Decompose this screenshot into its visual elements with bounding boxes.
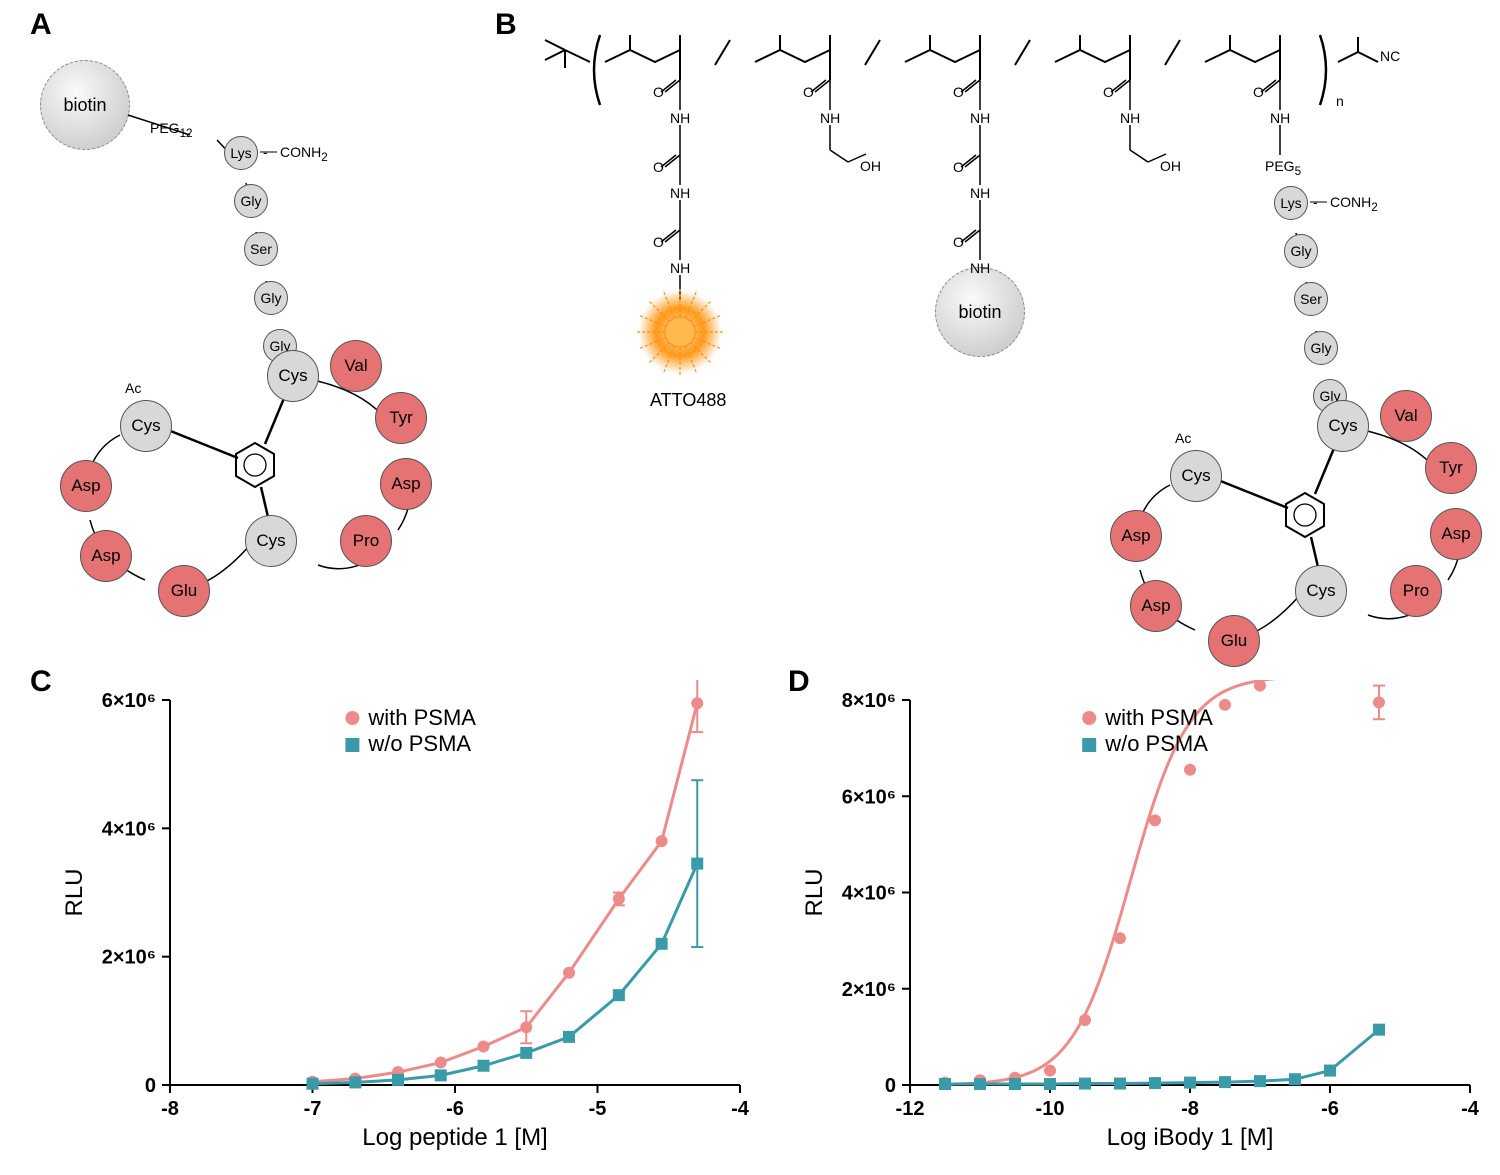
- aa-ser-b: Ser: [1294, 282, 1328, 316]
- o-1: O: [653, 84, 664, 100]
- svg-text:RLU: RLU: [61, 868, 88, 916]
- biotin-text-b: biotin: [958, 302, 1001, 323]
- chart-c: -8 -7 -6 -5 -4 0 2×10⁶ 4×10⁶ 6×10⁶ Log peptide 1 …: [60, 680, 760, 1160]
- peg5-text: PEG5: [1265, 158, 1301, 178]
- svg-text:6×10⁶: 6×10⁶: [842, 786, 896, 808]
- nh-8: NH: [1120, 110, 1140, 126]
- aa-cys2-a: Cys: [245, 515, 297, 567]
- svg-text:4×10⁶: 4×10⁶: [102, 818, 156, 840]
- aa-cys1-a: Cys: [267, 350, 319, 402]
- o-5: O: [953, 84, 964, 100]
- svg-text:-10: -10: [1036, 1098, 1065, 1120]
- ac-label-b: Ac: [1175, 430, 1191, 446]
- oh-1: OH: [860, 158, 881, 174]
- svg-text:-6: -6: [1321, 1098, 1339, 1120]
- chart-d-svg: -12 -10 -8 -6 -4 0 2×10⁶ 4×10⁶ 6×10⁶ 8×10⁶ Log iBo…: [800, 680, 1490, 1160]
- svg-text:0: 0: [145, 1075, 156, 1097]
- nh-4: NH: [820, 110, 840, 126]
- svg-text:w/o PSMA: w/o PSMA: [1104, 731, 1208, 756]
- nh-5: NH: [970, 110, 990, 126]
- o-3: O: [653, 234, 664, 250]
- o-8: O: [1103, 84, 1114, 100]
- chart-c-svg: -8 -7 -6 -5 -4 0 2×10⁶ 4×10⁶ 6×10⁶ Log peptide 1 …: [60, 680, 760, 1160]
- svg-text:-12: -12: [896, 1098, 925, 1120]
- o-6: O: [953, 159, 964, 175]
- aa-cys1-b: Cys: [1317, 400, 1369, 452]
- aa-asp2-a: Asp: [80, 530, 132, 582]
- aa-lys-b: Lys: [1274, 186, 1308, 220]
- conh2-b: CONH2: [1330, 194, 1378, 214]
- aa-glu-a: Glu: [158, 565, 210, 617]
- nh-2: NH: [670, 185, 690, 201]
- diagram-panel-a: biotin PEG12 Lys - CONH2 Gly Ser G: [40, 40, 480, 620]
- atto488-rays: [630, 282, 730, 382]
- svg-text:4×10⁶: 4×10⁶: [842, 883, 896, 905]
- aa-gly1-a: Gly: [234, 184, 268, 218]
- aa-gly1-b: Gly: [1284, 234, 1318, 268]
- oh-2: OH: [1160, 158, 1181, 174]
- lys-dash-b: -: [1313, 194, 1318, 210]
- aa-glu-b: Glu: [1208, 615, 1260, 667]
- svg-text:Log iBody 1 [M]: Log iBody 1 [M]: [1107, 1124, 1274, 1151]
- svg-text:-4: -4: [1461, 1098, 1480, 1120]
- aa-tyr-b: Tyr: [1425, 442, 1477, 494]
- ac-label-a: Ac: [125, 380, 141, 396]
- aa-ser-a: Ser: [244, 232, 278, 266]
- aa-cys3-a: Cys: [120, 400, 172, 452]
- diagram-panel-b: ATTO488 biotin O NH O NH O NH O NH OH O …: [530, 10, 1490, 660]
- aa-gly2-a: Gly: [254, 281, 288, 315]
- conh2-a: CONH2: [280, 144, 328, 164]
- svg-text:2×10⁶: 2×10⁶: [102, 947, 156, 969]
- o-9: O: [1253, 84, 1264, 100]
- nh-7: NH: [970, 260, 990, 276]
- svg-text:6×10⁶: 6×10⁶: [102, 690, 156, 712]
- n-sub: n: [1336, 93, 1344, 109]
- svg-text:-8: -8: [1181, 1098, 1199, 1120]
- nh-6: NH: [970, 185, 990, 201]
- panel-label-a: A: [30, 8, 52, 42]
- nh-1: NH: [670, 110, 690, 126]
- aa-cys3-b: Cys: [1170, 450, 1222, 502]
- aa-tyr-a: Tyr: [375, 392, 427, 444]
- aa-val-b: Val: [1380, 390, 1432, 442]
- peg12-text: PEG12: [150, 120, 193, 140]
- aa-asp1-a: Asp: [380, 458, 432, 510]
- nh-9: NH: [1270, 110, 1290, 126]
- aa-cys2-b: Cys: [1295, 565, 1347, 617]
- svg-text:with PSMA: with PSMA: [367, 705, 476, 730]
- svg-text:2×10⁶: 2×10⁶: [842, 979, 896, 1001]
- panel-label-b: B: [495, 8, 517, 42]
- nc-text: NC: [1380, 48, 1400, 64]
- lys-dash-a: -: [263, 144, 268, 160]
- svg-text:w/o PSMA: w/o PSMA: [367, 731, 471, 756]
- aa-asp3-a: Asp: [60, 460, 112, 512]
- svg-text:-8: -8: [161, 1098, 179, 1120]
- svg-text:-5: -5: [589, 1098, 607, 1120]
- svg-text:-6: -6: [446, 1098, 464, 1120]
- biotin-circle-b: biotin: [935, 267, 1025, 357]
- svg-text:Log peptide 1 [M]: Log peptide 1 [M]: [362, 1124, 547, 1151]
- svg-text:8×10⁶: 8×10⁶: [842, 690, 896, 712]
- atto-text: ATTO488: [650, 390, 726, 411]
- aa-val-a: Val: [330, 340, 382, 392]
- aa-asp1-b: Asp: [1430, 508, 1482, 560]
- svg-text:0: 0: [885, 1075, 896, 1097]
- aa-asp2-b: Asp: [1130, 580, 1182, 632]
- svg-text:RLU: RLU: [801, 868, 828, 916]
- chart-d: -12 -10 -8 -6 -4 0 2×10⁶ 4×10⁶ 6×10⁶ 8×10⁶ Log iBo…: [800, 680, 1490, 1160]
- nh-3: NH: [670, 260, 690, 276]
- aa-pro-b: Pro: [1390, 565, 1442, 617]
- svg-text:-7: -7: [304, 1098, 322, 1120]
- o-7: O: [953, 234, 964, 250]
- aa-lys-a: Lys: [224, 136, 258, 170]
- o-2: O: [653, 159, 664, 175]
- aa-pro-a: Pro: [340, 515, 392, 567]
- svg-text:with PSMA: with PSMA: [1104, 705, 1213, 730]
- panel-label-c: C: [30, 665, 52, 699]
- aa-gly2-b: Gly: [1304, 331, 1338, 365]
- o-4: O: [803, 84, 814, 100]
- aa-asp3-b: Asp: [1110, 510, 1162, 562]
- svg-text:-4: -4: [731, 1098, 750, 1120]
